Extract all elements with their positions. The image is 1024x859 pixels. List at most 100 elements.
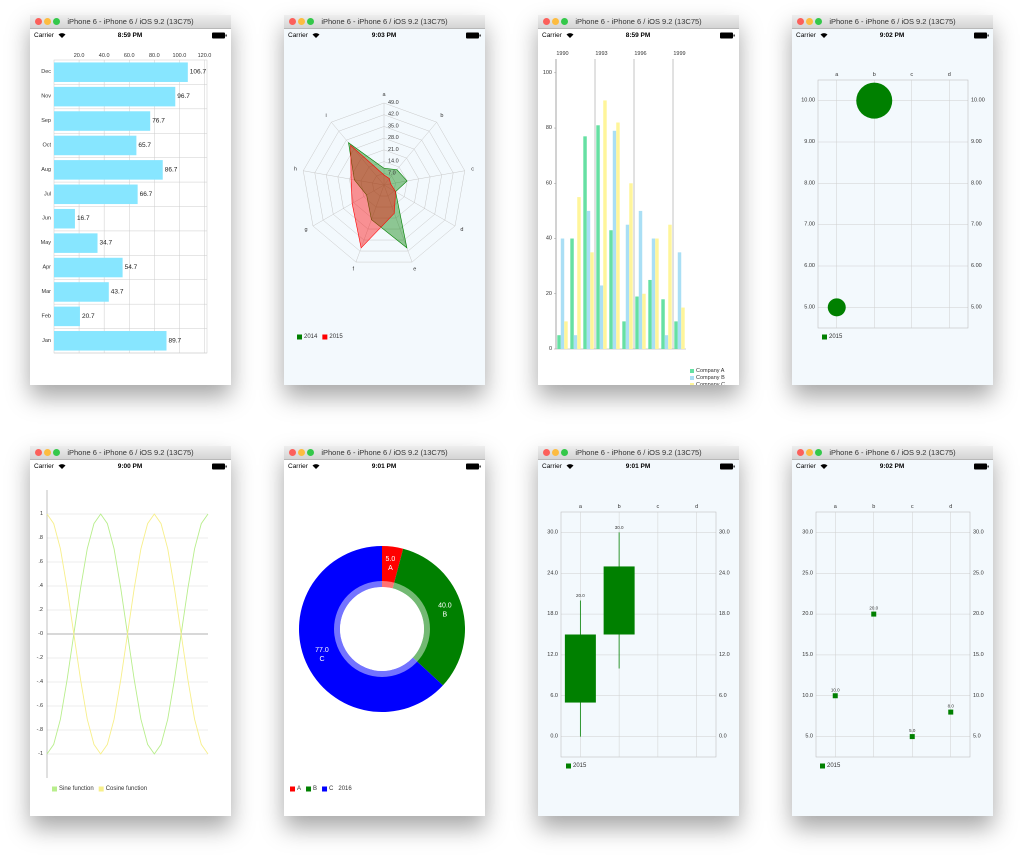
window-button[interactable] — [543, 449, 550, 456]
y-tick-label: Jan — [42, 338, 51, 344]
status-bar-background — [284, 29, 485, 41]
y-tick-label: .6 — [38, 559, 43, 565]
slice — [299, 546, 443, 712]
simulator-window: iPhone 6 - iPhone 6 / iOS 9.2 (13C75) Car… — [792, 15, 993, 385]
window-button[interactable] — [307, 18, 314, 25]
y-tick-label: 6.00 — [804, 263, 815, 269]
window-button[interactable] — [806, 18, 813, 25]
legend-swatch — [52, 786, 57, 792]
window-button[interactable] — [561, 18, 568, 25]
clock: 9:01 PM — [626, 463, 651, 470]
bar — [564, 321, 568, 349]
simulator-window: iPhone 6 - iPhone 6 / iOS 9.2 (13C75) Car… — [284, 446, 485, 816]
window-button[interactable] — [44, 18, 51, 25]
y-tick-label: 6.0 — [550, 693, 558, 699]
bar — [54, 62, 188, 82]
legend-label: 2015 — [827, 763, 841, 769]
bar — [560, 238, 565, 349]
bar — [638, 210, 643, 349]
chart-background — [792, 41, 993, 385]
x-tick-label: d — [949, 504, 952, 510]
wifi-icon — [566, 464, 574, 469]
axis-label: c — [471, 166, 474, 172]
window-button[interactable] — [298, 449, 305, 456]
bar — [590, 252, 594, 349]
y-tick-label-right: 10.00 — [971, 98, 985, 104]
y-tick-label-right: 0.0 — [719, 734, 727, 740]
window-button[interactable] — [53, 449, 60, 456]
grid-ring — [349, 149, 419, 219]
clock: 9:02 PM — [880, 32, 905, 39]
spoke — [312, 184, 385, 227]
r-tick-label: 14.0 — [388, 159, 399, 165]
spoke — [355, 184, 385, 263]
x-tick-label: 1999 — [673, 51, 685, 57]
window-button[interactable] — [561, 449, 568, 456]
window-button[interactable] — [44, 449, 51, 456]
slice — [382, 546, 404, 589]
spoke — [303, 170, 385, 186]
wifi-icon — [566, 33, 574, 38]
bubble — [856, 82, 893, 119]
y-tick-label: Oct — [42, 142, 51, 148]
battery-tip — [479, 34, 481, 37]
data-label: 54.7 — [125, 264, 138, 271]
window-button[interactable] — [35, 449, 42, 456]
status-bar-background — [284, 460, 485, 472]
y-tick-label: Apr — [42, 265, 51, 271]
legend-swatch — [566, 763, 571, 769]
window-button[interactable] — [815, 18, 822, 25]
window-button[interactable] — [35, 18, 42, 25]
chart: a b c d e f g h i 7.0 14.0 21.0 28.0 35.0 42.0 49.0 2014… — [284, 41, 485, 385]
slice — [392, 548, 465, 686]
bar — [54, 233, 98, 253]
series-area — [348, 142, 408, 249]
window-button[interactable] — [307, 449, 314, 456]
grid-ring — [326, 126, 442, 241]
status-bar-background — [538, 460, 739, 472]
series-area — [350, 144, 396, 249]
y-tick-label: 25.0 — [802, 570, 813, 576]
window-button[interactable] — [797, 449, 804, 456]
window-button[interactable] — [806, 449, 813, 456]
bar — [54, 257, 123, 278]
point — [909, 734, 915, 740]
window-button[interactable] — [53, 18, 60, 25]
window-button[interactable] — [815, 449, 822, 456]
bar — [599, 285, 604, 349]
clock: 8:59 PM — [626, 32, 651, 39]
window-button[interactable] — [543, 18, 550, 25]
battery — [212, 463, 225, 470]
window-button[interactable] — [289, 18, 296, 25]
battery — [466, 463, 479, 470]
inner-ring — [334, 581, 430, 677]
bar — [677, 252, 682, 349]
window-button[interactable] — [298, 18, 305, 25]
window-button[interactable] — [289, 449, 296, 456]
bar — [655, 238, 659, 349]
x-tick-label: b — [872, 504, 875, 510]
chart: 20.0 40.0 60.0 80.0 100.0 120.0 Jan 89.7 Feb 20.7… — [30, 41, 231, 385]
point — [948, 709, 954, 715]
window-button[interactable] — [552, 18, 559, 25]
title-bar: iPhone 6 - iPhone 6 / iOS 9.2 (13C75) — [30, 15, 231, 29]
slice-category-label: B — [443, 612, 448, 619]
y-tick-label: 100 — [543, 70, 552, 76]
chart-background — [30, 472, 231, 816]
x-tick-label: c — [911, 504, 914, 510]
axis-label: i — [326, 113, 327, 119]
status-bar: Carrier 8:59 PM — [30, 29, 231, 41]
carrier: Carrier — [796, 463, 817, 470]
window-button[interactable] — [797, 18, 804, 25]
title-bar: iPhone 6 - iPhone 6 / iOS 9.2 (13C75) — [792, 446, 993, 460]
bar — [570, 238, 574, 349]
legend-label: A — [297, 786, 301, 792]
grid-ring — [360, 161, 408, 208]
window-button[interactable] — [552, 449, 559, 456]
x-tick-label: 1996 — [634, 51, 646, 57]
y-tick-label: 0 — [549, 346, 552, 352]
status-bar: Carrier 9:02 PM — [792, 460, 993, 472]
x-tick-label: 40.0 — [99, 53, 110, 59]
y-tick-label-right: 30.0 — [719, 529, 730, 535]
